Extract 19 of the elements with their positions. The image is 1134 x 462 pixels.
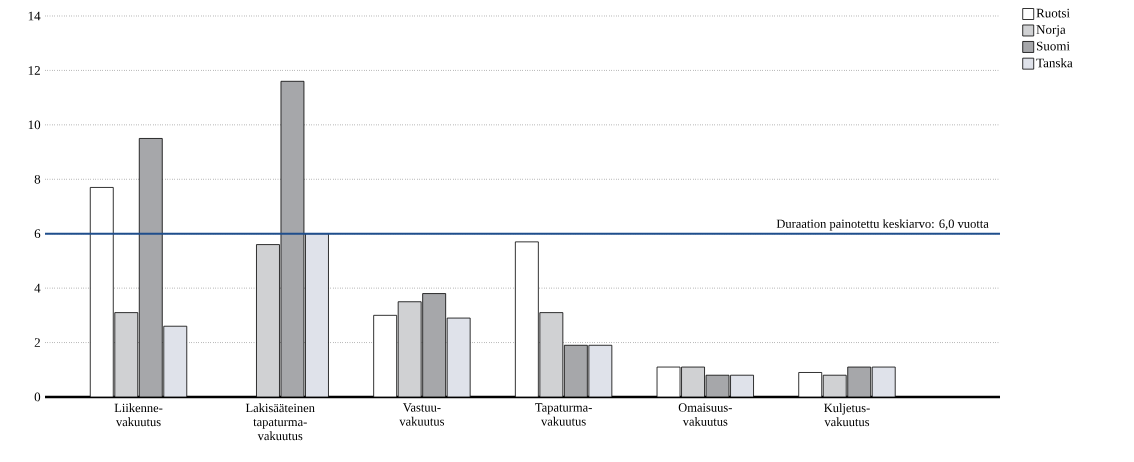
x-tick-label: Vastuu-vakuutus (399, 403, 445, 426)
x-tick-label: Lakisääteinen tapaturma-vakuutus (245, 403, 315, 441)
legend-label: Suomi (1036, 41, 1070, 51)
legend-label: Norja (1036, 25, 1066, 37)
y-tick-label: 4 (34, 283, 41, 293)
x-tick-label: Kuljetus-vakuutus (824, 403, 870, 427)
y-tick-label: 0 (34, 392, 41, 402)
y-tick-label: 2 (34, 338, 40, 347)
x-tick-label: Omaisuus-vakuutus (678, 403, 732, 426)
ref-line-label: Duraation painotettu keskiarvo: 6,0 vuotta (776, 219, 989, 231)
y-tick-label: 14 (28, 11, 41, 21)
x-tick-label: Liikenne-vakuutus (114, 403, 163, 427)
y-tick-label: 8 (34, 174, 41, 184)
y-tick-label: 6 (34, 229, 41, 239)
y-tick-label: 10 (28, 120, 41, 130)
y-tick-label: 12 (28, 66, 40, 75)
x-tick-label: Tapaturma-vakuutus (535, 403, 592, 426)
legend-label: Ruotsi (1036, 8, 1070, 18)
legend-label: Tanska (1036, 58, 1073, 68)
